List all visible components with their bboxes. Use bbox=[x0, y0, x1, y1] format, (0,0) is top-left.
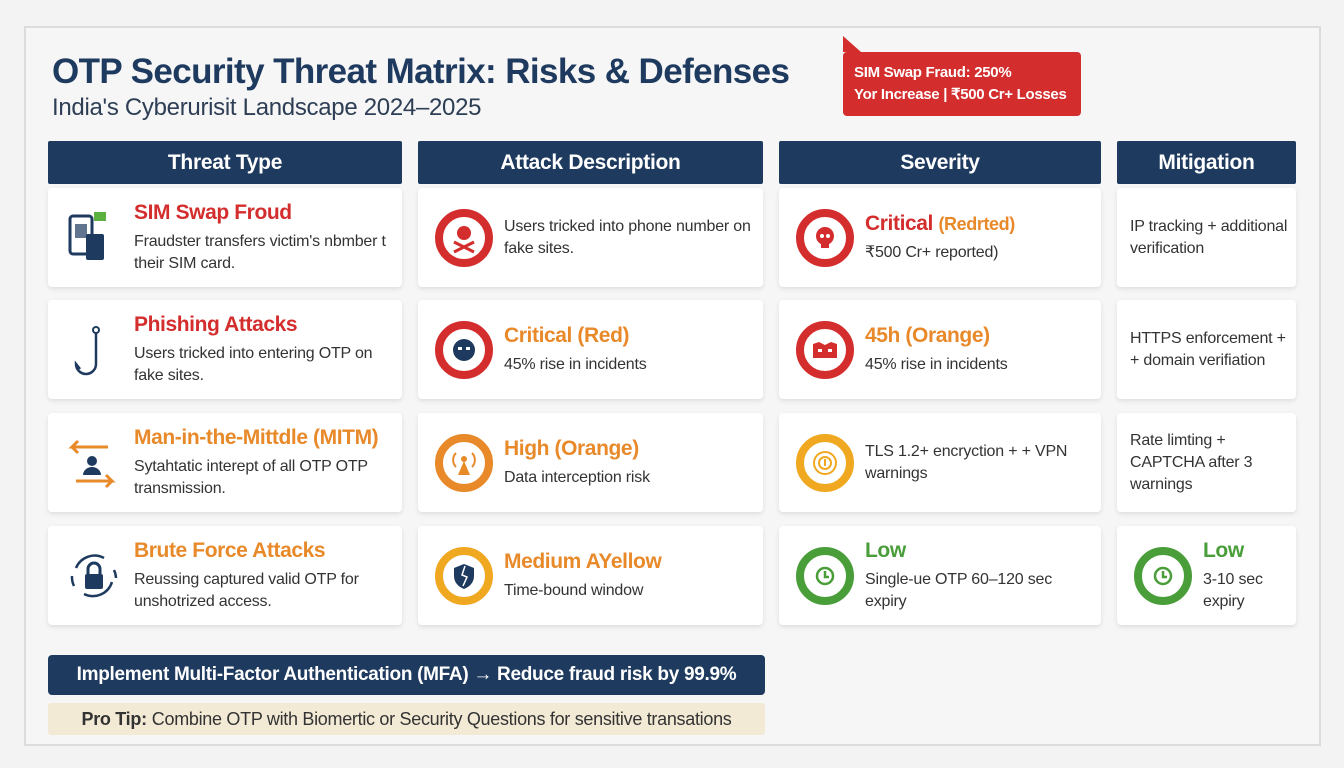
mitigation-title: Low bbox=[1203, 538, 1244, 562]
threat-title: Man-in-the-Mittdle (MITM) bbox=[134, 425, 379, 449]
fishing-hook-icon bbox=[64, 320, 124, 380]
severity-text: Critical (Redrted) ₹500 Cr+ reported) bbox=[865, 212, 1093, 264]
masked-hacker-icon bbox=[434, 320, 494, 380]
threat-cell: Phishing Attacks Users tricked into enter… bbox=[48, 300, 402, 399]
pro-tip-text: Combine OTP with Biomertic or Security Q… bbox=[151, 708, 732, 729]
mitigation-description: HTTPS enforcement + + domain verifiation bbox=[1130, 329, 1286, 369]
attack-description: 45% rise in incidents bbox=[504, 355, 647, 373]
attack-text: High (Orange) Data interception risk bbox=[504, 437, 755, 489]
mitigation-description: 3-10 sec expiry bbox=[1203, 570, 1263, 610]
attack-description: Time-bound window bbox=[504, 581, 644, 599]
callout-line-1: SIM Swap Fraud: 250% bbox=[854, 64, 1012, 81]
attack-cell: Users tricked into phone number on fake … bbox=[418, 188, 763, 287]
pro-tip: Pro Tip: Combine OTP with Biomertic or Se… bbox=[48, 703, 765, 735]
attack-cell: High (Orange) Data interception risk bbox=[418, 413, 763, 512]
threat-title: SIM Swap Froud bbox=[134, 200, 292, 224]
pro-tip-label: Pro Tip: bbox=[81, 708, 148, 729]
clock-icon bbox=[1133, 546, 1193, 606]
mitigation-description: IP tracking + additional verification bbox=[1130, 217, 1288, 257]
broken-shield-icon bbox=[434, 546, 494, 606]
mitigation-description: Rate limting + CAPTCHA after 3 warnings bbox=[1130, 431, 1253, 493]
severity-text: Low Single-ue OTP 60–120 sec expiry bbox=[865, 539, 1093, 613]
page-subtitle: India's Cyberurisit Landscape 2024–2025 bbox=[52, 94, 482, 121]
threat-description: Users tricked into entering OTP on fake … bbox=[134, 344, 373, 384]
severity-cell: Low Single-ue OTP 60–120 sec expiry bbox=[779, 526, 1101, 625]
signal-tower-icon bbox=[434, 433, 494, 493]
threat-text: SIM Swap Froud Fraudster transfers victim… bbox=[134, 201, 394, 275]
attack-text: Medium AYellow Time-bound window bbox=[504, 550, 755, 602]
severity-description: Single-ue OTP 60–120 sec expiry bbox=[865, 570, 1053, 610]
severity-text: 45h (Orange) 45% rise in incidents bbox=[865, 324, 1093, 376]
page-title: OTP Security Threat Matrix: Risks & Defe… bbox=[52, 52, 790, 91]
mitigation-cell: IP tracking + additional verification bbox=[1117, 188, 1296, 287]
severity-title: Critical (Redrted) bbox=[865, 211, 1015, 235]
clock-icon bbox=[795, 546, 855, 606]
sim-swap-callout: SIM Swap Fraud: 250% Yor Increase | ₹500… bbox=[843, 36, 1081, 116]
attack-description: Users tricked into phone number on fake … bbox=[504, 217, 751, 257]
attack-title: Medium AYellow bbox=[504, 549, 662, 573]
severity-title-extra: (Redrted) bbox=[938, 213, 1015, 234]
threat-text: Phishing Attacks Users tricked into enter… bbox=[134, 313, 394, 387]
mfa-banner: Implement Multi-Factor Authentication (M… bbox=[48, 655, 765, 695]
severity-description: ₹500 Cr+ reported) bbox=[865, 243, 999, 261]
threat-description: Fraudster transfers victim's nbmber t th… bbox=[134, 232, 386, 272]
column-header-threat-type: Threat Type bbox=[48, 141, 402, 184]
attack-description: Data interception risk bbox=[504, 468, 650, 486]
lock-cycle-icon bbox=[64, 546, 124, 606]
attack-cell: Critical (Red) 45% rise in incidents bbox=[418, 300, 763, 399]
threat-title: Brute Force Attacks bbox=[134, 538, 326, 562]
severity-title: Low bbox=[865, 538, 906, 562]
severity-cell: TLS 1.2+ encryction + + VPN warnings bbox=[779, 413, 1101, 512]
mask-icon bbox=[795, 320, 855, 380]
mitigation-cell: Rate limting + CAPTCHA after 3 warnings bbox=[1117, 413, 1296, 512]
attack-title: High (Orange) bbox=[504, 436, 639, 460]
severity-cell: 45h (Orange) 45% rise in incidents bbox=[779, 300, 1101, 399]
intercept-arrows-icon bbox=[64, 433, 124, 493]
threat-description: Reussing captured valid OTP for unshotri… bbox=[134, 570, 359, 610]
threat-title: Phishing Attacks bbox=[134, 312, 298, 336]
mitigation-cell: Low 3-10 sec expiry bbox=[1117, 526, 1296, 625]
severity-description: 45% rise in incidents bbox=[865, 355, 1008, 373]
attack-title: Critical (Red) bbox=[504, 323, 630, 347]
column-header-mitigation: Mitigation bbox=[1117, 141, 1296, 184]
mitigation-cell: HTTPS enforcement + + domain verifiation bbox=[1117, 300, 1296, 399]
mitigation-text: Low 3-10 sec expiry bbox=[1203, 539, 1288, 613]
severity-title: 45h (Orange) bbox=[865, 323, 990, 347]
callout-line-2: Yor Increase | ₹500 Cr+ Losses bbox=[854, 86, 1067, 103]
severity-text: TLS 1.2+ encryction + + VPN warnings bbox=[865, 441, 1093, 485]
attack-text: Critical (Red) 45% rise in incidents bbox=[504, 324, 755, 376]
threat-cell: Man-in-the-Mittdle (MITM) Sytahtatic inte… bbox=[48, 413, 402, 512]
mitigation-text: Rate limting + CAPTCHA after 3 warnings bbox=[1130, 430, 1288, 496]
column-header-severity: Severity bbox=[779, 141, 1101, 184]
threat-cell: SIM Swap Froud Fraudster transfers victim… bbox=[48, 188, 402, 287]
severity-cell: Critical (Redrted) ₹500 Cr+ reported) bbox=[779, 188, 1101, 287]
mitigation-text: HTTPS enforcement + + domain verifiation bbox=[1130, 328, 1288, 372]
skull-crossbones-icon bbox=[434, 208, 494, 268]
threat-description: Sytahtatic interept of all OTP OTP trans… bbox=[134, 457, 368, 497]
attack-cell: Medium AYellow Time-bound window bbox=[418, 526, 763, 625]
mitigation-text: IP tracking + additional verification bbox=[1130, 216, 1288, 260]
phone-sim-icon bbox=[64, 208, 124, 268]
column-header-attack-description: Attack Description bbox=[418, 141, 763, 184]
threat-cell: Brute Force Attacks Reussing captured val… bbox=[48, 526, 402, 625]
severity-description: TLS 1.2+ encryction + + VPN warnings bbox=[865, 442, 1068, 482]
attack-text: Users tricked into phone number on fake … bbox=[504, 216, 755, 260]
threat-text: Man-in-the-Mittdle (MITM) Sytahtatic inte… bbox=[134, 426, 394, 500]
target-icon bbox=[795, 433, 855, 493]
threat-text: Brute Force Attacks Reussing captured val… bbox=[134, 539, 394, 613]
skull-icon bbox=[795, 208, 855, 268]
